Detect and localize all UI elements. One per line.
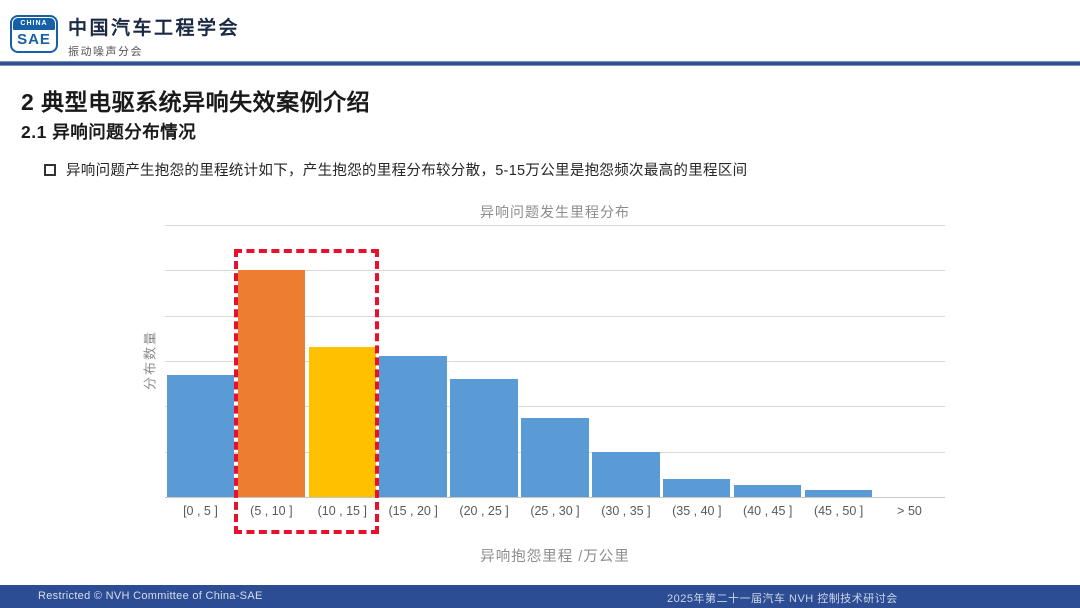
footer-restricted-text: Restricted © NVH Committee of China-SAE <box>38 590 263 602</box>
x-tick-label: > 50 <box>897 504 922 518</box>
bar-5 <box>521 417 589 497</box>
highlight-box <box>233 249 379 534</box>
x-tick-label: (20 , 25 ] <box>459 504 509 518</box>
gridline <box>165 406 945 408</box>
x-tick-label: (35 , 40 ] <box>672 504 722 518</box>
gridline <box>165 270 945 272</box>
header-divider <box>0 61 1080 66</box>
bar-slot <box>803 225 874 497</box>
bar-slot <box>236 225 307 497</box>
bar-9 <box>804 490 873 497</box>
bar-7 <box>663 478 731 497</box>
bar-3 <box>379 356 447 497</box>
gridline <box>165 315 945 317</box>
bar-0 <box>166 374 235 497</box>
bar-slot <box>165 225 236 497</box>
x-tick-label: (30 , 35 ] <box>601 504 651 518</box>
square-bullet-icon <box>44 163 56 176</box>
org-subtitle: 振动噪声分会 <box>68 46 143 58</box>
bar-slot <box>307 225 378 497</box>
org-name: 中国汽车工程学会 <box>68 18 241 39</box>
bullet-row: 异响问题产生抱怨的里程统计如下，产生抱怨的里程分布较分散，5-15万公里是抱怨频… <box>44 159 747 180</box>
bar-2 <box>308 347 376 497</box>
bar-slot <box>874 225 945 497</box>
bar-4 <box>450 379 518 497</box>
x-axis-line <box>165 497 945 498</box>
bars-row <box>165 225 945 497</box>
logo-china-label: CHINA <box>13 18 55 30</box>
bar-8 <box>734 485 802 497</box>
org-block: 中国汽车工程学会 振动噪声分会 <box>68 13 240 59</box>
china-sae-logo: CHINA SAE <box>10 15 58 53</box>
x-tick-label: (15 , 20 ] <box>388 504 438 518</box>
section-subtitle: 2.1 异响问题分布情况 <box>21 122 197 142</box>
plot-area <box>165 225 945 534</box>
x-tick-label: (45 , 50 ] <box>813 504 864 518</box>
bar-1 <box>237 270 306 497</box>
bar-slot <box>661 225 732 497</box>
x-tick-label: (40 , 45 ] <box>743 504 793 518</box>
bar-6 <box>592 451 660 497</box>
x-tick-label: [0 , 5 ] <box>183 504 218 518</box>
bullet-text: 异响问题产生抱怨的里程统计如下，产生抱怨的里程分布较分散，5-15万公里是抱怨频… <box>66 163 748 179</box>
x-tick-labels: [0 , 5 ] (5 , 10 ] (10 , 15 ] (15 , 20 ] (20… <box>165 504 945 518</box>
gridline <box>165 225 945 226</box>
x-tick-label: (10 , 15 ] <box>317 504 367 518</box>
x-axis-label: 异响抱怨里程 /万公里 <box>480 549 630 565</box>
header: CHINA SAE 中国汽车工程学会 振动噪声分会 <box>0 0 1080 61</box>
slide-title: 2 典型电驱系统异响失效案例介绍 <box>21 89 371 115</box>
bar-slot <box>590 225 661 497</box>
mileage-distribution-chart: 异响问题发生里程分布 分布数量 [0 , 5 ] (5 , 10 ] (10 , 1… <box>0 195 1080 580</box>
bar-slot <box>520 225 591 497</box>
bar-slot <box>449 225 520 497</box>
bar-slot <box>378 225 449 497</box>
logo-sae-label: SAE <box>17 31 51 48</box>
x-tick-label: (5 , 10 ] <box>250 504 293 518</box>
y-axis-label: 分布数量 <box>142 329 158 391</box>
chart-title: 异响问题发生里程分布 <box>480 204 630 220</box>
footer: Restricted © NVH Committee of China-SAE … <box>0 585 1080 608</box>
footer-conference-text: 2025年第二十一届汽车 NVH 控制技术研讨会 <box>667 593 898 605</box>
gridline <box>165 361 945 362</box>
x-tick-label: (25 , 30 ] <box>530 504 580 518</box>
bar-slot <box>732 225 803 497</box>
